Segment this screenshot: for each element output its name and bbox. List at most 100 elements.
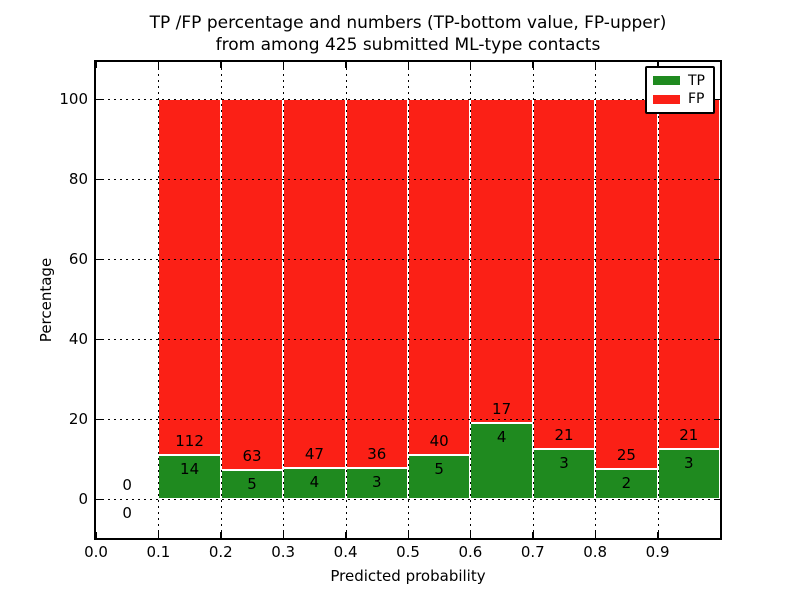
bar-segment-fp: [470, 99, 533, 423]
x-tick-label: 0.9: [645, 543, 670, 561]
fp-count-label: 21: [679, 426, 699, 444]
x-tick-top: [220, 62, 222, 68]
bar-segment-tp: [595, 469, 658, 499]
y-axis-label: Percentage: [37, 257, 55, 343]
y-tick-label: 100: [59, 90, 88, 108]
bar-segment-tp: [220, 469, 284, 499]
chart-title: TP /FP percentage and numbers (TP-bottom…: [150, 12, 667, 56]
chart-title-line2: from among 425 submitted ML-type contact…: [215, 35, 601, 55]
y-tick-right: [714, 98, 720, 100]
x-tick-top: [157, 62, 160, 68]
bar-segment-fp: [657, 99, 720, 449]
tp-count-label: 2: [621, 474, 632, 493]
x-tick-bottom: [157, 532, 160, 538]
x-grid-line: [283, 62, 285, 538]
tp-count-label: 0: [122, 504, 132, 522]
bar-segment-fp: [595, 99, 658, 470]
fp-count-label: 47: [304, 444, 324, 463]
tp-count-label: 14: [180, 459, 200, 478]
x-tick-label: 0.5: [396, 543, 420, 561]
bar-segment-fp: [220, 99, 284, 470]
y-tick-left: [96, 418, 102, 420]
x-tick-bottom: [469, 532, 472, 538]
tp-count-label: 4: [496, 427, 507, 446]
legend-swatch-tp: [653, 76, 680, 86]
x-tick-bottom: [407, 532, 409, 538]
bar-segment-tp: [345, 468, 408, 499]
legend-item-tp: TP: [653, 73, 707, 89]
bar-segment-fp: [408, 99, 471, 455]
x-tick-bottom: [657, 532, 659, 538]
x-axis-label: Predicted probability: [330, 567, 486, 585]
x-grid-line: [345, 62, 347, 538]
legend-label-tp: TP: [688, 72, 705, 89]
fp-count-label: 112: [175, 431, 204, 450]
x-tick-top: [407, 62, 409, 68]
y-tick-right: [714, 418, 720, 420]
y-tick-right: [714, 178, 720, 180]
legend-item-fp: FP: [653, 91, 707, 107]
x-tick-bottom: [282, 532, 285, 538]
tp-count-label: 4: [309, 472, 320, 491]
y-tick-label: 20: [68, 410, 88, 428]
legend-swatch-fp: [653, 94, 680, 104]
bar-segment-tp: [158, 454, 221, 499]
x-tick-bottom: [95, 532, 97, 538]
y-tick-label: 80: [68, 170, 88, 188]
y-tick-left: [96, 498, 102, 500]
x-tick-top: [532, 62, 534, 68]
y-tick-left: [96, 98, 102, 100]
fp-count-label: 36: [367, 445, 387, 464]
legend: TP FP: [645, 66, 715, 114]
x-grid-line: [470, 62, 472, 538]
legend-label-fp: FP: [688, 91, 705, 108]
bar-segment-tp: [470, 422, 533, 499]
fp-count-label: 40: [429, 431, 449, 450]
y-tick-label: 60: [68, 250, 88, 268]
bar-segment-fp: [283, 99, 346, 468]
x-tick-label: 0.2: [208, 543, 233, 561]
y-tick-right: [714, 258, 720, 260]
x-tick-bottom: [594, 532, 597, 538]
x-tick-bottom: [532, 532, 534, 538]
tp-count-label: 3: [372, 473, 382, 492]
x-tick-label: 0.8: [583, 543, 608, 561]
tp-count-label: 3: [684, 454, 694, 472]
fp-count-label: 21: [554, 426, 574, 444]
x-tick-label: 0.7: [520, 543, 545, 561]
y-tick-right: [714, 338, 720, 340]
tp-count-label: 5: [247, 474, 257, 493]
x-tick-top: [469, 62, 472, 68]
tp-count-label: 5: [434, 459, 444, 478]
y-tick-label: 0: [78, 490, 88, 508]
x-tick-top: [345, 62, 347, 68]
tp-count-label: 3: [559, 454, 569, 472]
y-tick-label: 40: [68, 330, 88, 348]
bar-segment-fp: [158, 99, 221, 455]
bar-segment-fp: [345, 99, 408, 469]
x-tick-top: [657, 62, 659, 68]
chart-title-line1: TP /FP percentage and numbers (TP-bottom…: [149, 13, 667, 33]
x-grid-line: [595, 62, 597, 538]
x-tick-bottom: [345, 532, 347, 538]
fp-count-label: 25: [616, 446, 636, 465]
y-tick-left: [96, 338, 102, 340]
x-tick-label: 0.4: [333, 543, 358, 561]
x-tick-label: 0.0: [84, 543, 108, 561]
x-grid-line: [532, 62, 534, 538]
plot-area: 0 0 112 14 63 5 47 4 36 3 40 5 17 4 21 3 25 2 21 3: [94, 60, 722, 540]
x-grid-line: [657, 62, 659, 538]
bar-segment-fp: [532, 99, 596, 449]
x-tick-label: 0.6: [458, 543, 483, 561]
x-grid-line: [158, 62, 160, 538]
fp-count-label: 0: [122, 476, 132, 494]
fp-count-label: 17: [492, 399, 512, 418]
x-tick-top: [594, 62, 597, 68]
x-grid-line: [408, 62, 409, 538]
x-tick-bottom: [220, 532, 222, 538]
y-tick-right: [714, 498, 720, 500]
x-grid-line: [220, 62, 222, 538]
x-tick-label: 0.1: [146, 543, 171, 561]
fp-count-label: 63: [242, 446, 262, 465]
